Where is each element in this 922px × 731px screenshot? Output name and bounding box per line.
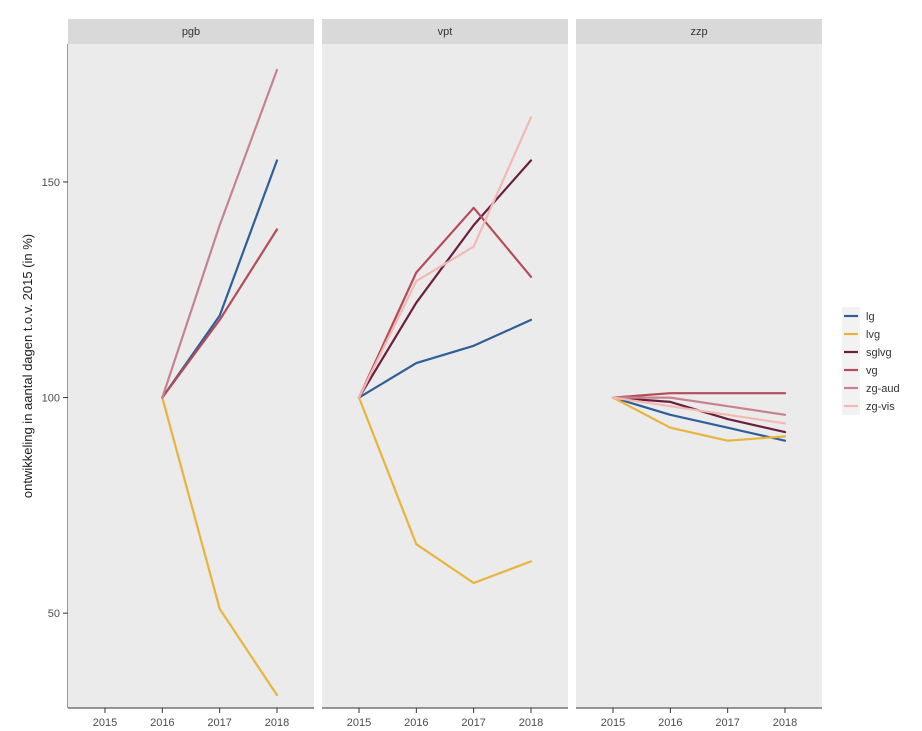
series-line-vpt-lg [357, 318, 533, 399]
legend-label: zg-aud [866, 383, 900, 395]
facet-strip-label: vpt [438, 26, 453, 38]
x-tick-label: 2017 [461, 717, 485, 729]
y-tick-label: 150 [42, 177, 60, 189]
series-line-vpt-vg [357, 206, 533, 399]
y-axis-label: ontwikkeling in aantal dagen t.o.v. 2015… [20, 234, 35, 498]
series-line-pgb-lvg [161, 396, 279, 697]
facet-strip-label: pgb [182, 26, 200, 38]
x-tick-label: 2015 [601, 717, 625, 729]
legend-item-lvg: lvg [842, 325, 880, 343]
x-tick-label: 2015 [93, 717, 117, 729]
legend: lg lvg sglvg vg zg-aud zg-vis [842, 307, 900, 415]
facet-plot-area [576, 44, 822, 708]
facet-strip [576, 19, 822, 44]
facet-panel-pgb: pgb 2015 2016 2017 2018 [68, 19, 314, 729]
series-line-zzp-zg-aud [611, 396, 787, 416]
series-line-vpt-lvg [357, 396, 533, 585]
x-tick-label: 2017 [207, 717, 231, 729]
facet-panel-zzp: zzp 2015 2016 2017 2018 [576, 19, 822, 729]
legend-label: vg [866, 365, 878, 377]
facet-strip-label: zzp [690, 26, 707, 38]
y-axis: 50 100 150 [42, 44, 69, 708]
legend-item-zg-vis: zg-vis [842, 397, 895, 415]
x-tick-label: 2017 [715, 717, 739, 729]
x-tick-label: 2016 [150, 717, 174, 729]
x-tick-label: 2015 [347, 717, 371, 729]
legend-item-sglvg: sglvg [842, 343, 892, 361]
x-tick-label: 2016 [658, 717, 682, 729]
legend-item-zg-aud: zg-aud [842, 379, 900, 397]
legend-label: lvg [866, 329, 880, 341]
series-line-vpt-zg-vis [357, 116, 533, 399]
facet-panel-vpt: vpt 2015 2016 2017 2018 [322, 19, 568, 729]
facet-strip [68, 19, 314, 44]
series-line-zzp-vg [611, 392, 787, 399]
series-line-zzp-lvg [611, 396, 787, 442]
y-tick-label: 50 [48, 608, 60, 620]
series-line-zzp-zg-vis [611, 396, 787, 425]
series-line-pgb-vg [161, 228, 279, 399]
facet-plot-area [68, 44, 314, 708]
legend-label: sglvg [866, 347, 892, 359]
x-tick-label: 2018 [265, 717, 289, 729]
y-tick-label: 100 [42, 393, 60, 405]
series-line-pgb-zg-aud [161, 68, 279, 399]
legend-label: zg-vis [866, 401, 895, 413]
series-line-zzp-lg [611, 396, 787, 442]
legend-item-lg: lg [842, 307, 875, 325]
legend-item-vg: vg [842, 361, 878, 379]
x-tick-label: 2018 [773, 717, 797, 729]
legend-label: lg [866, 311, 875, 323]
facet-strip [322, 19, 568, 44]
x-tick-label: 2018 [519, 717, 543, 729]
x-tick-label: 2016 [404, 717, 428, 729]
facet-plot-area [322, 44, 568, 708]
